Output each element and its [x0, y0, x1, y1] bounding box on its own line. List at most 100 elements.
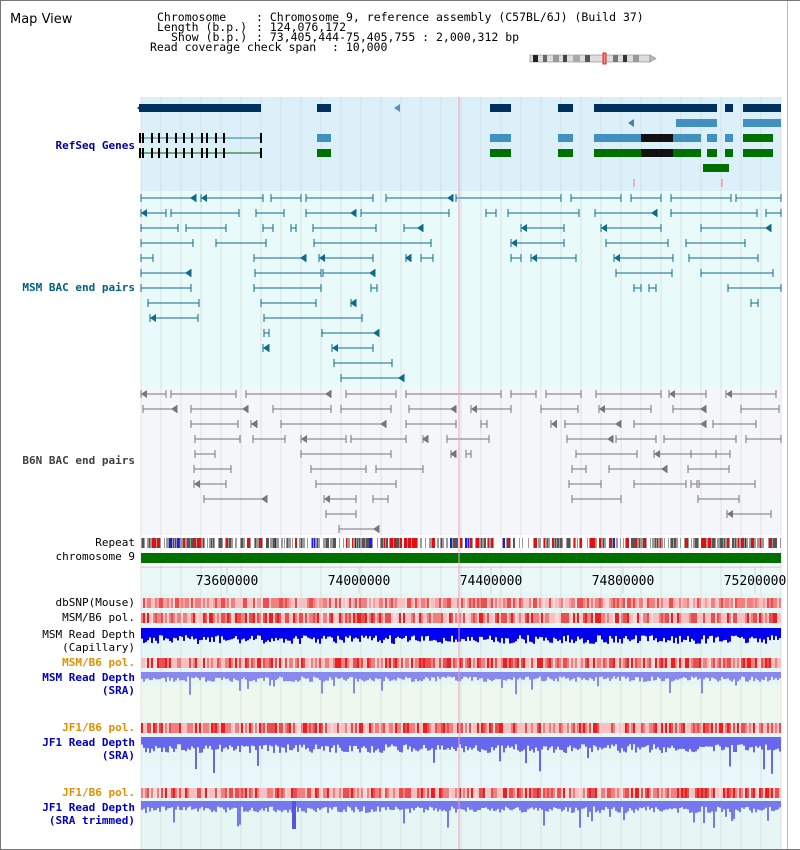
msm-b6-pol-sra-cell: [241, 658, 243, 668]
msm-b6-pol-sra-cell: [701, 658, 703, 668]
jf1-depth-sra-bar: [297, 737, 299, 752]
refseq-genes-label[interactable]: RefSeq Genes: [55, 139, 135, 152]
jf1-b6-pol-cell: [693, 723, 695, 733]
msm-b6-pol-cell: [631, 613, 633, 623]
dbsnp-cell: [631, 598, 633, 608]
msm-read-depth-sra-label[interactable]: MSM Read Depth: [42, 671, 135, 684]
jf1-b6-pol-trimmed-cell: [145, 788, 147, 798]
jf1-read-depth-sra-label[interactable]: JF1 Read Depth: [42, 736, 135, 749]
msm-b6-pol-cell: [655, 613, 657, 623]
jf1-depth-trimmed-bar: [661, 801, 663, 812]
msm-read-depth-capillary-label[interactable]: MSM Read Depth: [42, 628, 135, 641]
msm-b6-pol-sra-cell: [733, 658, 735, 668]
jf1-b6-pol-cell: [339, 723, 341, 733]
repeat-element: [486, 538, 487, 548]
dbsnp-cell: [415, 598, 417, 608]
jf1-depth-sra-bar: [493, 737, 495, 751]
msm-b6-pol-sra-cell: [163, 658, 165, 668]
msm-depth-capillary-bar: [431, 628, 433, 641]
msm-b6-pol-sra-label[interactable]: MSM/B6 pol.: [62, 656, 135, 669]
b6n-bac-end-pairs-label[interactable]: B6N BAC end pairs: [22, 454, 135, 467]
msm-b6-pol-cell: [511, 613, 513, 623]
jf1-depth-trimmed-bar: [345, 801, 347, 812]
jf1-read-depth-trimmed-label[interactable]: JF1 Read Depth: [42, 801, 135, 814]
jf1-depth-sra-bar: [349, 737, 351, 746]
jf1-depth-sra-bar: [341, 737, 343, 751]
vertical-scrollbar[interactable]: [787, 1, 800, 849]
msm-b6-pol-cell: [753, 613, 755, 623]
msm-b6-pol-cell: [379, 613, 381, 623]
msm-depth-capillary-bar: [403, 628, 405, 638]
jf1-b6-pol-trimmed-cell: [671, 788, 673, 798]
msm-b6-pol-cell: [481, 613, 483, 623]
repeat-element: [453, 538, 456, 548]
jf1-b6-pol-cell: [595, 723, 597, 733]
jf1-b6-pol-cell: [413, 723, 415, 733]
jf1-depth-sra-bar: [643, 737, 645, 748]
msm-depth-sra-bar: [353, 672, 355, 694]
jf1-b6-pol-trimmed-cell: [689, 788, 691, 798]
msm-depth-sra-bar: [153, 672, 155, 679]
jf1-depth-sra-bar: [647, 737, 649, 746]
msm-depth-capillary-bar: [657, 628, 659, 643]
msm-depth-capillary-bar: [577, 628, 579, 637]
msm-b6-pol-label[interactable]: MSM/B6 pol.: [62, 611, 135, 624]
repeat-element: [523, 538, 526, 548]
msm-b6-pol-cell: [153, 613, 155, 623]
msm-b6-pol-cell: [245, 613, 247, 623]
msm-b6-pol-sra-cell: [667, 658, 669, 668]
jf1-b6-pol-trimmed-cell: [635, 788, 637, 798]
msm-depth-sra-bar: [219, 672, 221, 678]
jf1-depth-sra-bar: [513, 737, 515, 750]
msm-depth-sra-bar: [337, 672, 339, 679]
repeat-element: [550, 538, 553, 548]
repeat-element: [336, 538, 339, 548]
jf1-depth-sra-bar: [715, 737, 717, 745]
chromosome-ideogram-icon[interactable]: [529, 52, 659, 66]
msm-depth-sra-bar: [179, 672, 181, 681]
dbsnp-label[interactable]: dbSNP(Mouse): [55, 596, 135, 609]
msm-depth-capillary-bar: [503, 628, 505, 644]
jf1-b6-pol-trimmed-cell: [245, 788, 247, 798]
dbsnp-cell: [325, 598, 327, 608]
msm-depth-sra-bar: [385, 672, 387, 677]
msm-bac-end-pairs-label[interactable]: MSM BAC end pairs: [22, 281, 135, 294]
jf1-b6-pol-trimmed-cell: [329, 788, 331, 798]
jf1-depth-trimmed-bar: [519, 801, 521, 811]
msm-b6-pol-cell: [439, 613, 441, 623]
jf1-depth-trimmed-bar: [545, 801, 547, 812]
msm-depth-capillary-bar: [385, 628, 387, 638]
gene-exon-tick: [139, 133, 141, 143]
msm-depth-capillary-bar: [479, 628, 481, 637]
chromosome-track-label[interactable]: chromosome 9: [55, 550, 135, 563]
msm-bac-pair-arrow: [150, 314, 156, 322]
jf1-depth-sra-bar: [295, 737, 297, 746]
jf1-depth-trimmed-bar: [687, 801, 689, 810]
jf1-depth-trimmed-bar: [719, 801, 721, 808]
jf1-b6-pol-trimmed-cell: [697, 788, 699, 798]
jf1-b6-pol-cell: [181, 723, 183, 733]
jf1-depth-sra-bar: [199, 737, 201, 753]
dbsnp-cell: [493, 598, 495, 608]
jf1-depth-trimmed-bar: [471, 801, 473, 810]
jf1-depth-sra-bar: [713, 737, 715, 752]
jf1-b6-pol-trimmed-label[interactable]: JF1/B6 pol.: [62, 786, 135, 799]
msm-b6-pol-cell: [767, 613, 769, 623]
msm-b6-pol-sra-cell: [589, 658, 591, 668]
msm-depth-capillary-bar: [339, 628, 341, 640]
jf1-b6-pol-label[interactable]: JF1/B6 pol.: [62, 721, 135, 734]
jf1-depth-trimmed-bar: [517, 801, 519, 808]
jf1-b6-pol-cell: [515, 723, 517, 733]
msm-b6-pol-cell: [689, 613, 691, 623]
repeat-label[interactable]: Repeat: [95, 536, 135, 549]
msm-depth-capillary-bar: [567, 628, 569, 636]
gene-exon-block: [317, 134, 331, 142]
dbsnp-cell: [367, 598, 369, 608]
repeat-element: [275, 538, 276, 548]
jf1-b6-pol-trimmed-cell: [463, 788, 465, 798]
msm-depth-capillary-bar: [157, 628, 159, 644]
msm-depth-sra-bar: [733, 672, 735, 680]
jf1-b6-pol-cell: [715, 723, 717, 733]
repeat-element: [712, 538, 715, 548]
